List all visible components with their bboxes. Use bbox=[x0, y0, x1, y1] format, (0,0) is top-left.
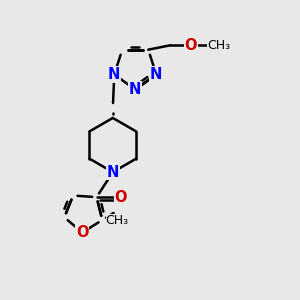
Text: N: N bbox=[150, 67, 163, 82]
Text: O: O bbox=[76, 225, 88, 240]
Text: O: O bbox=[185, 38, 197, 53]
Text: O: O bbox=[115, 190, 127, 205]
Text: N: N bbox=[129, 82, 142, 97]
Text: CH₃: CH₃ bbox=[106, 214, 129, 226]
Text: N: N bbox=[106, 165, 119, 180]
Text: N: N bbox=[108, 67, 121, 82]
Text: CH₃: CH₃ bbox=[207, 39, 230, 52]
